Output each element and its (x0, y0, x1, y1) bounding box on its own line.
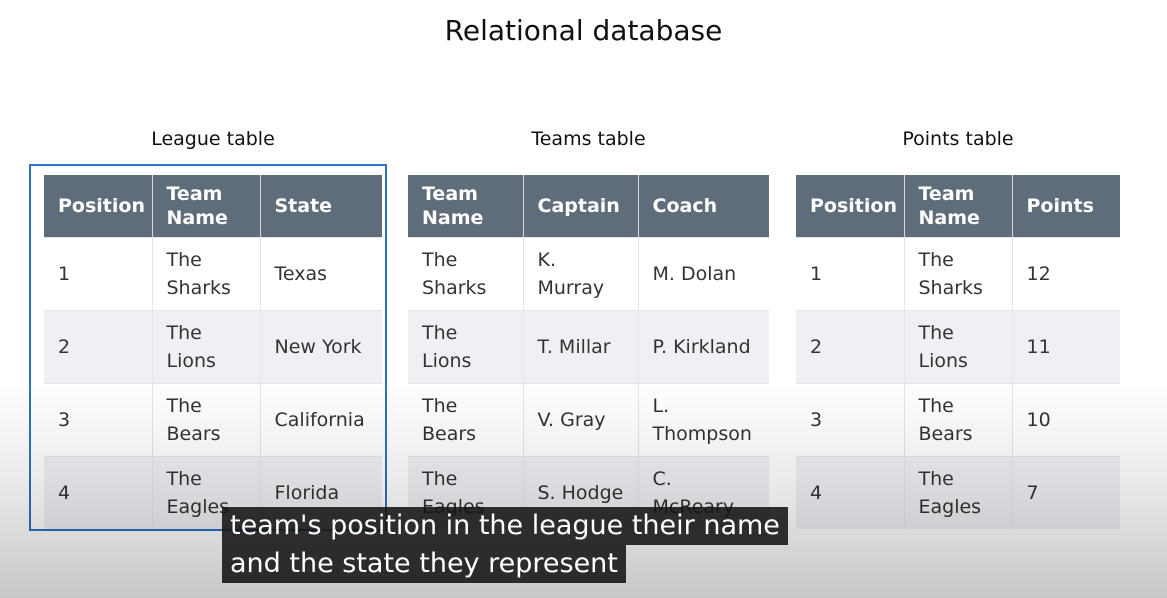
cell-coach: M. Dolan (638, 237, 769, 311)
cell-points: 7 (1012, 456, 1120, 529)
cell-team-name: The Sharks (904, 237, 1013, 311)
cell-points: 12 (1012, 237, 1120, 311)
teams-table-caption: Teams table (531, 128, 646, 150)
column-header-position: Position (796, 175, 905, 238)
cell-team-name: The Lions (904, 310, 1013, 384)
cell-team-name: The Sharks (152, 237, 261, 311)
cell-captain: V. Gray (523, 383, 639, 457)
cell-position: 3 (44, 383, 153, 457)
subtitle-line-2: and the state they represent (222, 545, 626, 583)
cell-coach: P. Kirkland (638, 310, 769, 384)
league-table: Position Team Name State 1 The Sharks Te… (44, 175, 382, 529)
cell-team-name: The Eagles (904, 456, 1013, 529)
subtitle-line-1: team's position in the league their name (222, 507, 788, 545)
cell-position: 4 (796, 456, 905, 529)
points-table: Position Team Name Points 1 The Sharks 1… (796, 175, 1120, 529)
cell-team-name: The Bears (904, 383, 1013, 457)
table-row: 3 The Bears California (44, 383, 382, 457)
cell-position: 4 (44, 456, 153, 529)
cell-captain: K. Murray (523, 237, 639, 311)
cell-position: 1 (796, 237, 905, 311)
cell-team-name: The Lions (408, 310, 524, 384)
table-row: 4 The Eagles 7 (796, 456, 1120, 529)
cell-points: 10 (1012, 383, 1120, 457)
column-header-team-name: Team Name (904, 175, 1013, 238)
page-title: Relational database (444, 14, 723, 47)
subtitle-overlay: team's position in the league their name… (222, 507, 788, 583)
points-table-header-row: Position Team Name Points (796, 175, 1120, 238)
cell-position: 3 (796, 383, 905, 457)
table-row: The Bears V. Gray L. Thompson (408, 383, 769, 457)
column-header-state: State (260, 175, 382, 238)
column-header-team-name: Team Name (152, 175, 261, 238)
cell-state: Texas (260, 237, 382, 311)
table-row: 1 The Sharks 12 (796, 237, 1120, 311)
column-header-coach: Coach (638, 175, 769, 238)
cell-captain: T. Millar (523, 310, 639, 384)
cell-team-name: The Bears (152, 383, 261, 457)
cell-coach: L. Thompson (638, 383, 769, 457)
league-table-header-row: Position Team Name State (44, 175, 382, 238)
table-row: 2 The Lions New York (44, 310, 382, 384)
column-header-team-name: Team Name (408, 175, 524, 238)
cell-state: New York (260, 310, 382, 384)
cell-position: 1 (44, 237, 153, 311)
cell-team-name: The Lions (152, 310, 261, 384)
cell-team-name: The Sharks (408, 237, 524, 311)
cell-team-name: The Bears (408, 383, 524, 457)
cell-position: 2 (44, 310, 153, 384)
column-header-points: Points (1012, 175, 1120, 238)
cell-position: 2 (796, 310, 905, 384)
column-header-position: Position (44, 175, 153, 238)
league-table-caption: League table (151, 128, 275, 150)
table-row: 2 The Lions 11 (796, 310, 1120, 384)
teams-table: Team Name Captain Coach The Sharks K. Mu… (408, 175, 769, 529)
table-row: 1 The Sharks Texas (44, 237, 382, 311)
points-table-caption: Points table (902, 128, 1014, 150)
table-row: The Lions T. Millar P. Kirkland (408, 310, 769, 384)
table-row: The Sharks K. Murray M. Dolan (408, 237, 769, 311)
cell-state: California (260, 383, 382, 457)
cell-points: 11 (1012, 310, 1120, 384)
teams-table-header-row: Team Name Captain Coach (408, 175, 769, 238)
table-row: 3 The Bears 10 (796, 383, 1120, 457)
column-header-captain: Captain (523, 175, 639, 238)
